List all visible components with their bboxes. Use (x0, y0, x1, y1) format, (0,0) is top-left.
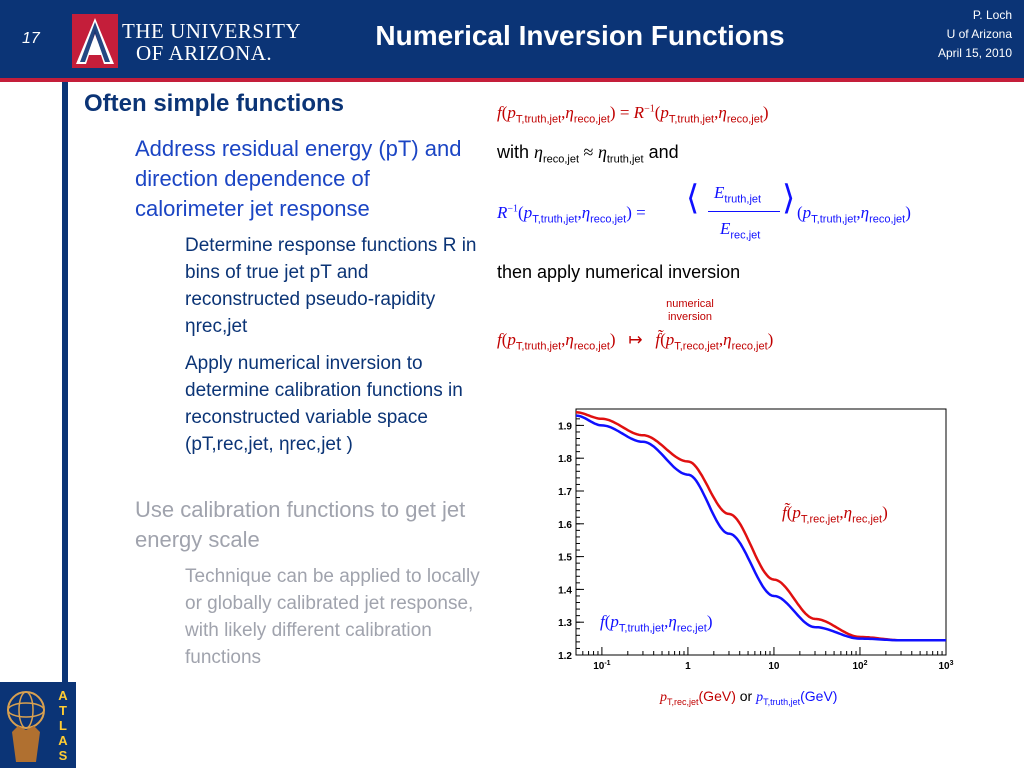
atlas-logo: ATLAS (0, 682, 76, 768)
university-line-2: OF ARIZONA. (136, 41, 273, 65)
y-tick-label: 1.3 (558, 618, 572, 629)
fraction-bar (708, 211, 780, 212)
x-tick-label: 102 (852, 660, 867, 672)
institution: U of Arizona (946, 27, 1012, 41)
x-tick-label: 103 (938, 660, 953, 672)
y-tick-label: 1.8 (558, 454, 572, 465)
bullet-sub2: Use calibration functions to get jet ene… (135, 497, 466, 552)
bullet-sub1-b: Apply numerical inversion to determine c… (185, 353, 463, 455)
y-tick-label: 1.4 (558, 585, 572, 596)
date: April 15, 2010 (937, 46, 1012, 60)
university-name: THE UNIVERSITY OF ARIZONA. (122, 20, 301, 64)
bullet-main: Often simple functions (84, 90, 345, 117)
atlas-figure-icon (7, 691, 45, 762)
bullet-sub1-a: Determine response functions R in bins o… (185, 235, 477, 337)
inversion-label-2: inversion (667, 311, 713, 323)
y-tick-label: 1.5 (558, 553, 572, 564)
series-label-red: f̃(pT,rec,jet,ηrec,jet) (782, 503, 888, 526)
y-tick-label: 1.6 (558, 520, 572, 531)
x-tick-label: 10 (768, 661, 780, 672)
then-text: then apply numerical inversion (497, 262, 741, 282)
equation-response: f(pT,truth,jet,ηreco,jet) = R−1(pT,truth… (497, 103, 769, 126)
fraction-denominator: Erec,jet (720, 219, 761, 242)
university-logo-icon (72, 14, 118, 68)
bullet-sub2-a: Technique can be applied to locally or g… (185, 566, 480, 668)
with-label: with (497, 142, 530, 162)
and-label: and (648, 142, 679, 162)
header-meta: P. Loch U of Arizona April 15, 2010 (938, 6, 1012, 63)
calibration-chart: 1.2 1.3 1.4 1.5 1.6 1.7 1.8 1.9 10-1 1 10 102 103 (558, 408, 954, 672)
series-line-red (575, 411, 946, 642)
y-tick-label: 1.2 (558, 651, 572, 662)
x-tick-label: 10-1 (593, 660, 610, 672)
with-text: with ηreco,jet ≈ ηtruth,jet and (497, 142, 679, 166)
x-axis-or: or (739, 688, 753, 704)
slide-number: 17 (22, 30, 40, 47)
inversion-label: numerical inversion (655, 298, 725, 324)
equation-inverse-args: (pT,truth,jet,ηreco,jet) (797, 203, 911, 226)
inversion-label-1: numerical (666, 298, 714, 310)
header-divider (0, 78, 1024, 82)
header-bar (0, 0, 1024, 78)
fraction-numerator: Etruth,jet (714, 183, 762, 206)
series-line-blue (575, 414, 946, 642)
x-tick-label: 1 (685, 661, 691, 672)
bullet-sub1: Address residual energy (pT) and directi… (135, 136, 462, 221)
angle-left-icon: ⟨ (686, 180, 700, 217)
atlas-text: ATLAS (58, 688, 68, 763)
x-axis-unit-blue: (GeV) (800, 688, 838, 704)
sidebar-rule (62, 82, 68, 682)
series-label-blue: f(pT,truth,jet,ηrec,jet) (600, 612, 713, 635)
author: P. Loch (972, 8, 1012, 22)
university-line-1: THE UNIVERSITY (122, 19, 302, 43)
angle-right-icon: ⟩ (782, 180, 796, 217)
y-tick-label: 1.7 (558, 487, 572, 498)
equation-inverse-response: R−1(pT,truth,jet,ηreco,jet) = (497, 203, 646, 226)
x-axis-label: pT,rec,jet(GeV) or pT,truth,jet(GeV) (660, 688, 838, 707)
x-axis-unit-red: (GeV) (698, 688, 736, 704)
page-title: Numerical Inversion Functions (375, 20, 785, 51)
y-tick-label: 1.9 (558, 421, 572, 432)
equation-inversion: f(pT,truth,jet,ηreco,jet) ↦ f̃(pT,reco,j… (497, 330, 774, 353)
